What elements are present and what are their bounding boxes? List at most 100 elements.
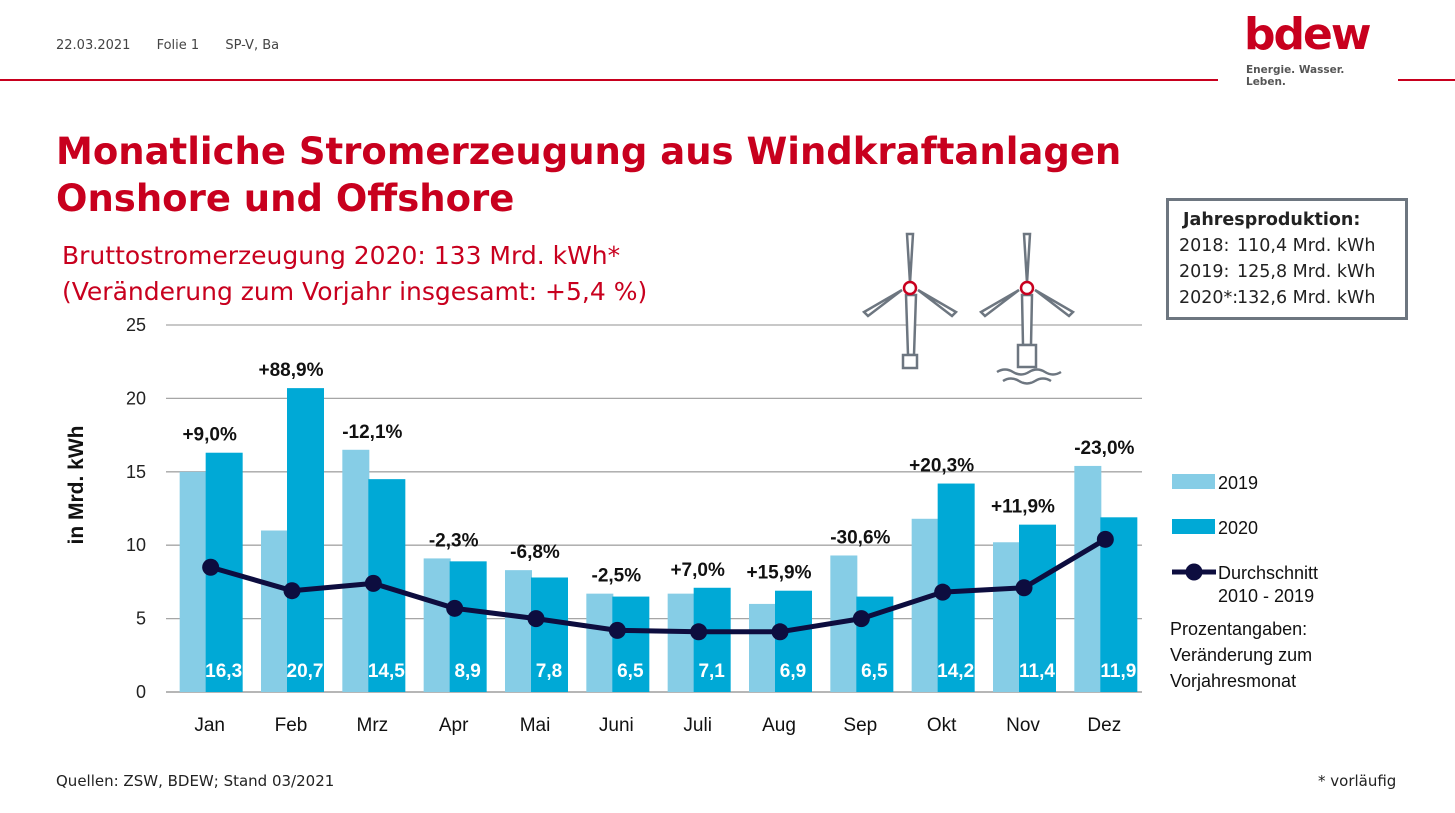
annual-production-box: Jahresproduktion: 2018: 110,4 Mrd. kWh 20… — [1166, 198, 1408, 320]
bar-value-label: 6,9 — [780, 661, 806, 682]
row-value: 132,6 Mrd. kWh — [1237, 288, 1376, 308]
change-percent-label: +7,0% — [670, 560, 725, 581]
bar-2019 — [667, 593, 695, 692]
average-point — [364, 574, 382, 592]
average-point — [852, 610, 870, 628]
x-tick-label: Feb — [275, 715, 308, 736]
bar-value-label: 14,5 — [368, 661, 405, 682]
bar-value-label: 6,5 — [861, 661, 888, 682]
legend-note-line: Prozentangaben: — [1170, 619, 1307, 639]
bar-2019 — [261, 530, 288, 692]
x-tick-label: Sep — [843, 715, 877, 736]
annual-production-row: 2018: 110,4 Mrd. kWh — [1179, 233, 1395, 259]
x-tick-label: Mrz — [357, 715, 389, 736]
bar-value-label: 14,2 — [937, 661, 974, 682]
bar-value-label: 16,3 — [205, 661, 242, 682]
header-rule-right — [1398, 79, 1455, 81]
average-point — [1015, 579, 1033, 597]
legend-swatch-2020 — [1172, 519, 1215, 534]
average-point — [446, 599, 464, 617]
chart-bars — [179, 388, 1138, 692]
change-percent-label: -2,5% — [592, 566, 642, 587]
bar-2020 — [449, 561, 487, 692]
change-percent-label: -6,8% — [510, 542, 560, 563]
bar-value-label: 11,9 — [1100, 661, 1136, 682]
bar-value-label: 7,1 — [698, 661, 725, 682]
slide-author: SP-V, Ba — [225, 38, 280, 53]
row-year: 2018: — [1179, 236, 1230, 256]
row-year: 2020*: — [1179, 288, 1239, 308]
bar-2020 — [775, 590, 812, 692]
slide-meta: 22.03.2021 Folie 1 SP-V, Ba — [56, 38, 301, 53]
x-tick-label: Dez — [1087, 715, 1121, 736]
legend-note-line: Veränderung zum — [1170, 645, 1312, 665]
average-line-path — [209, 537, 1107, 635]
legend-label-2019: 2019 — [1218, 473, 1258, 493]
subtitle-line-1: Bruttostromerzeugung 2020: 133 Mrd. kWh* — [62, 241, 621, 270]
slide-date: 22.03.2021 — [56, 38, 131, 53]
average-point — [527, 610, 545, 628]
y-tick-label: 20 — [126, 388, 146, 408]
bar-value-label: 7,8 — [536, 661, 562, 682]
average-point — [283, 582, 301, 600]
onshore-wind-turbine-icon — [861, 232, 959, 370]
chart-average-line — [202, 530, 1114, 641]
annual-production-row: 2019: 125,8 Mrd. kWh — [1179, 259, 1395, 285]
change-percent-label: +20,3% — [909, 456, 974, 477]
average-point — [690, 623, 708, 641]
change-percent-label: -2,3% — [429, 530, 479, 551]
header-rule-left — [0, 79, 1218, 81]
bar-2019 — [749, 603, 776, 692]
legend-swatch-2019 — [1172, 474, 1215, 489]
average-point — [771, 623, 789, 641]
y-tick-label: 0 — [136, 682, 146, 702]
y-tick-label: 5 — [136, 609, 146, 629]
legend-note-line: Vorjahresmonat — [1170, 671, 1296, 691]
average-point — [934, 583, 952, 601]
preliminary-note: * vorläufig — [1318, 772, 1397, 790]
chart-legend: 2019 2020 Durchschnitt 2010 - 2019 Prozentan… — [1170, 473, 1318, 691]
y-tick-label: 25 — [126, 315, 146, 335]
change-percent-label: -12,1% — [342, 422, 402, 443]
logo-wordmark: bdew — [1244, 9, 1371, 60]
change-percent-label: -23,0% — [1074, 438, 1134, 459]
bar-value-label: 8,9 — [454, 661, 480, 682]
logo-tagline: Energie. Wasser. Leben. — [1246, 64, 1345, 88]
legend-label-2020: 2020 — [1218, 518, 1258, 538]
bar-2019 — [911, 518, 939, 692]
bar-2020 — [287, 388, 324, 692]
average-point — [202, 558, 220, 576]
change-percent-label: +11,9% — [991, 497, 1055, 518]
bar-value-label: 6,5 — [617, 661, 644, 682]
legend-label-average: Durchschnitt — [1218, 563, 1318, 583]
bar-2020 — [531, 577, 568, 692]
slide-title-line-1: Monatliche Stromerzeugung aus Windkrafta… — [56, 130, 1122, 173]
chart-sources: Quellen: ZSW, BDEW; Stand 03/2021 — [56, 772, 335, 790]
bar-2019 — [342, 449, 370, 692]
bar-2019 — [1074, 465, 1102, 692]
bar-2019 — [423, 558, 451, 692]
x-tick-label: Jan — [194, 715, 225, 736]
subtitle-line-2: (Veränderung zum Vorjahr insgesamt: +5,4… — [62, 277, 648, 306]
slide-number: Folie 1 — [156, 38, 200, 53]
x-tick-label: Aug — [762, 715, 796, 736]
slide-title: Monatliche Stromerzeugung aus Windkrafta… — [56, 128, 1121, 222]
change-percent-label: +88,9% — [259, 360, 324, 381]
chart-labels: 16,3 +9,0% Jan 20,7 +88,9% Feb 14,5 -12,1% Mrz 8,… — [182, 360, 1136, 736]
x-tick-label: Apr — [439, 715, 469, 736]
chart-grid: 0 5 10 15 20 25 in Mrd. kWh — [65, 315, 1142, 702]
bar-2020 — [612, 596, 650, 692]
average-point — [608, 621, 626, 639]
legend-label-average-range: 2010 - 2019 — [1218, 586, 1314, 606]
x-tick-label: Nov — [1006, 715, 1040, 736]
change-percent-label: -30,6% — [830, 527, 890, 548]
average-point — [1096, 530, 1114, 548]
bar-2019 — [179, 471, 207, 692]
bar-value-label: 20,7 — [287, 661, 324, 682]
y-axis-label: in Mrd. kWh — [65, 426, 88, 545]
annual-production-heading: Jahresproduktion: — [1183, 210, 1361, 230]
bar-2019 — [586, 593, 614, 692]
legend-marker-average — [1185, 563, 1203, 581]
row-year: 2019: — [1179, 262, 1230, 282]
